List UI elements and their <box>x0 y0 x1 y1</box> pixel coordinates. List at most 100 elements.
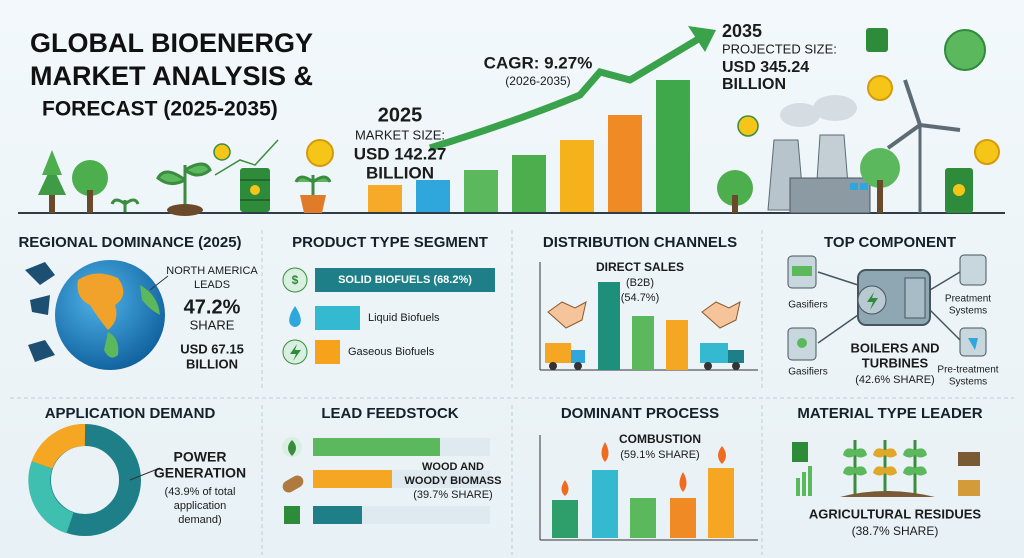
cagr-label: CAGR: 9.27% <box>484 53 593 72</box>
crops-illustration <box>808 466 812 496</box>
right-scenery <box>877 180 883 213</box>
panel-text: Systems <box>949 306 987 317</box>
crops-illustration <box>958 480 980 496</box>
end-label: PROJECTED SIZE: <box>722 41 837 56</box>
panel-text: WOODY BIOMASS <box>405 475 502 487</box>
right-scenery <box>974 139 1000 165</box>
feedstock-bars <box>282 437 490 524</box>
right-scenery <box>737 115 759 137</box>
panel-text: application <box>174 500 227 512</box>
title-line: MARKET ANALYSIS & <box>30 61 313 91</box>
panel-text: USD 67.15 <box>180 341 244 356</box>
donut-illustration <box>28 461 75 534</box>
crops-illustration <box>843 448 867 476</box>
right-scenery <box>813 95 857 121</box>
crops-illustration <box>853 440 917 495</box>
right-scenery <box>717 28 1000 214</box>
growth-illustration <box>512 155 546 213</box>
feedstock-bars <box>284 506 300 524</box>
channel-bars <box>545 343 571 363</box>
donut-illustration <box>31 424 86 470</box>
right-scenery <box>850 183 858 190</box>
process-bars <box>561 442 726 496</box>
product-bars <box>315 306 360 330</box>
product-bars <box>315 340 340 364</box>
left-scenery <box>110 198 140 212</box>
channel-bars <box>598 282 620 370</box>
channel-bars <box>571 350 585 363</box>
growth-illustration <box>656 80 690 213</box>
channel-bars <box>701 301 741 329</box>
globe-illustration <box>149 275 169 291</box>
feedstock-bars <box>282 475 304 493</box>
panel-text: AGRICULTURAL RESIDUES <box>809 506 981 521</box>
growth-illustration <box>608 115 642 213</box>
component-illustration <box>959 254 987 286</box>
feedstock-bars <box>313 506 362 524</box>
panel-text: demand) <box>178 514 221 526</box>
channel-bars <box>549 362 557 370</box>
left-scenery <box>42 150 62 175</box>
product-bars <box>289 306 301 327</box>
channel-bars <box>732 362 740 370</box>
panel-text: DIRECT SALES <box>596 260 684 274</box>
panel-text: (42.6% SHARE) <box>855 374 934 386</box>
left-scenery <box>214 139 279 176</box>
right-scenery <box>866 28 888 52</box>
panel-text: NORTH AMERICA <box>166 265 258 277</box>
product-bars: $ <box>292 273 299 287</box>
panel-text: (39.7% SHARE) <box>413 489 492 501</box>
component-illustration <box>797 338 807 348</box>
component-illustration <box>817 271 961 344</box>
right-scenery <box>780 103 820 127</box>
panel-text: WOOD AND <box>422 461 484 473</box>
left-scenery <box>294 175 332 195</box>
component-illustration <box>968 338 978 350</box>
crops-illustration <box>802 472 806 496</box>
left-scenery <box>87 190 93 213</box>
product-bars <box>315 268 495 292</box>
crops-illustration <box>903 448 927 476</box>
panel-text: GENERATION <box>154 465 246 481</box>
title-line: GLOBAL BIOENERGY <box>30 28 313 58</box>
component-illustration <box>867 292 878 310</box>
component-illustration <box>904 277 926 319</box>
panel-text: BOILERS AND <box>850 340 939 355</box>
panel-text: Gasifiers <box>788 300 827 311</box>
panel-text: COMBUSTION <box>619 432 701 446</box>
panel-title: MATERIAL TYPE LEADER <box>797 405 982 422</box>
channel-bars <box>704 362 712 370</box>
panel-text: BILLION <box>186 356 238 371</box>
left-scenery <box>300 195 326 213</box>
panel-text: (59.1% SHARE) <box>620 449 699 461</box>
panel-text: SHARE <box>190 317 235 332</box>
process-bars <box>539 435 758 541</box>
growth-illustration <box>464 170 498 213</box>
start-value: BILLION <box>366 163 434 182</box>
panel-text: 47.2% <box>184 296 241 318</box>
globe-illustration <box>77 273 124 330</box>
panel-text: Pre-treatment <box>937 365 998 376</box>
crops-illustration <box>958 452 980 466</box>
crops-illustration <box>792 442 808 462</box>
left-scenery <box>49 195 55 213</box>
panel-text: Preatment <box>945 294 991 305</box>
panel-title: APPLICATION DEMAND <box>45 405 216 422</box>
globe-illustration <box>25 262 55 362</box>
end-value: USD 345.24 <box>722 59 809 76</box>
title-line: FORECAST (2025-2035) <box>42 98 278 121</box>
panel-title: DOMINANT PROCESS <box>561 405 719 422</box>
right-scenery <box>860 148 900 188</box>
channel-bars <box>666 320 688 370</box>
globe-illustration <box>140 285 160 315</box>
panel-text: (38.7% SHARE) <box>852 524 939 538</box>
panel-text: SOLID BIOFUELS (68.2%) <box>338 274 472 286</box>
component-illustration <box>792 266 812 276</box>
start-year: 2025 <box>378 104 423 126</box>
growth-illustration <box>368 185 402 213</box>
channel-bars <box>700 343 728 363</box>
left-scenery <box>250 185 260 195</box>
product-bars <box>282 267 308 293</box>
